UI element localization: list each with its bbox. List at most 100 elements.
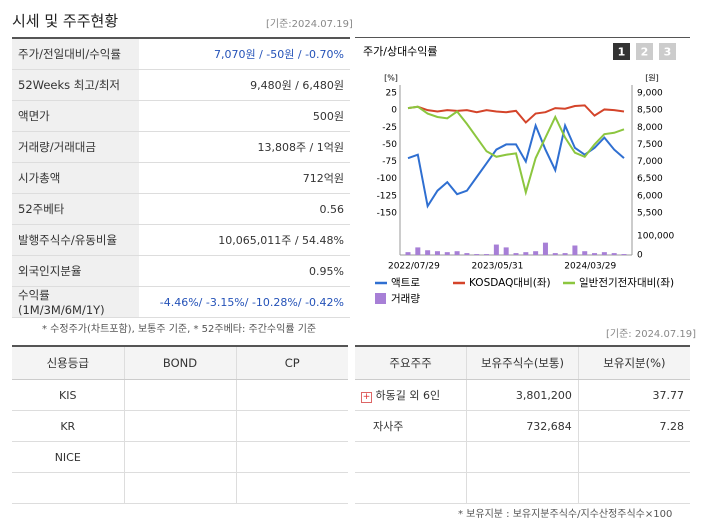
row-label: 시가총액	[12, 162, 139, 194]
date: [기준:2024.07.19]	[266, 19, 353, 30]
tab[interactable]	[613, 43, 630, 60]
line-series	[407, 105, 625, 197]
y2-tick-label: 6,000	[637, 191, 663, 201]
x-tick-label: 2022/07/29	[388, 262, 440, 272]
volume-bar	[542, 242, 548, 255]
tab-label: 2	[641, 46, 649, 59]
volume-bar	[464, 253, 470, 255]
y-tick-label: 0	[391, 106, 397, 116]
y-tick-label: -50	[382, 140, 397, 150]
legend-label: 액트로	[391, 277, 420, 289]
y2-tick-label: 5,500	[637, 209, 663, 219]
chart-title: 주가/상대수익률	[363, 45, 438, 58]
line-series	[407, 104, 625, 124]
legend-label: 일반전기전자대비(좌)	[579, 276, 674, 289]
volume-bar	[592, 253, 598, 255]
holders-table: 주요주주 보유주식수(보통) 보유지분(%) + 하동길 외 6인 3,801,200…	[355, 345, 690, 504]
row-value: 0.56	[139, 193, 350, 225]
basis-date: [기준: 2024.07.19]	[606, 329, 697, 340]
y2-tick-label: 7,500	[637, 140, 663, 150]
row-label: 액면가	[12, 100, 139, 132]
volume-bar	[474, 254, 480, 255]
header: 보유주식수(보통)	[466, 346, 579, 380]
row-value: 0.95%	[139, 255, 350, 287]
holders-note: * 보유지분 : 보유지분주식수/지수산정주식수×100	[458, 509, 673, 520]
y2-tick-label: 6,500	[637, 174, 663, 184]
y-tick-label: -150	[377, 209, 398, 219]
row-label: 외국인지분율	[12, 255, 139, 287]
header: 주요주주	[355, 346, 467, 380]
shares: 732,684	[466, 410, 579, 442]
row-label: 52주베타	[12, 193, 139, 225]
volume-bar	[415, 247, 421, 255]
row-value: -4.46%/ -3.15%/ -10.28%/ -0.42%	[139, 286, 350, 318]
volume-bar	[493, 244, 499, 255]
header: 신용등급	[12, 346, 124, 380]
volume-bar	[444, 252, 450, 255]
y-unit: [%]	[384, 74, 398, 83]
volume-bar	[513, 253, 519, 255]
tab[interactable]	[659, 43, 676, 60]
header: 보유지분(%)	[577, 346, 690, 380]
row-value: 13,808주 / 1억원	[139, 131, 350, 163]
shares: 3,801,200	[466, 379, 579, 411]
line-series	[407, 122, 625, 209]
y2-tick-label: 8,500	[637, 106, 663, 116]
page-title: 시세 및 주주현황	[12, 12, 119, 30]
tab-label: 1	[618, 46, 626, 59]
x-tick-label: 2024/03/29	[564, 262, 616, 272]
header: BOND	[123, 346, 236, 380]
row-value: 500원	[139, 100, 350, 132]
price-note: * 수정주가(차트포함), 보통주 기준, * 52주베타: 주간수익률 기준	[42, 324, 317, 335]
y-tick-label: -25	[382, 123, 397, 133]
legend-label: 거래량	[391, 293, 420, 305]
volume-bar	[454, 251, 460, 255]
y-tick-label: 25	[386, 89, 397, 99]
holder: 자사주	[355, 410, 467, 442]
row-value: 10,065,011주 / 54.48%	[139, 224, 350, 256]
volume-bar	[425, 250, 431, 255]
tab[interactable]	[636, 43, 653, 60]
row-label: 수익률 (1M/3M/6M/1Y)	[12, 286, 139, 318]
volume-bar	[601, 252, 607, 255]
volume-bar	[562, 253, 568, 255]
agency: KR	[12, 410, 124, 442]
tab-label: 3	[664, 46, 672, 59]
volume-bar	[621, 254, 627, 255]
volume-bar	[405, 252, 411, 255]
y-tick-label: -125	[377, 191, 397, 201]
volume-bar	[552, 253, 558, 255]
volume-tick-label: 0	[637, 251, 643, 261]
header: CP	[235, 346, 348, 380]
row-value: 9,480원 / 6,480원	[139, 69, 350, 101]
agency: KIS	[12, 379, 124, 411]
y2-tick-label: 7,000	[637, 157, 663, 167]
volume-bar	[484, 254, 490, 255]
row-value: 7,070원 / -50원 / -0.70%	[139, 38, 350, 70]
volume-bar	[572, 245, 578, 255]
row-label: 발행주식수/유동비율	[12, 224, 139, 256]
holder: 하동길 외 6인	[375, 389, 441, 402]
agency: NICE	[12, 441, 124, 473]
row-label: 주가/전일대비/수익률	[12, 38, 139, 70]
expand-icon[interactable]: +	[361, 392, 372, 403]
volume-bar	[582, 251, 588, 255]
legend-label: KOSDAQ대비(좌)	[469, 277, 551, 289]
legend-swatch	[375, 293, 386, 304]
y2-tick-label: 9,000	[637, 89, 663, 99]
row-label: 거래량/거래대금	[12, 131, 139, 163]
volume-bar	[533, 251, 539, 255]
chart: 주가/상대수익률 1 2 3 [%] [원] 25 0 -25 -50 -75 -100 -125 -15…	[355, 37, 690, 305]
volume-bar	[503, 247, 509, 255]
credit-table: 신용등급 BOND CP KIS KR NICE	[12, 345, 348, 504]
price-table: 주가/전일대비/수익률 7,070원 / -50원 / -0.70% 52Weeks…	[12, 37, 350, 318]
volume-bar	[523, 252, 529, 255]
x-tick-label: 2023/05/31	[472, 262, 524, 272]
stake: 7.28	[577, 410, 690, 442]
volume-bar	[434, 251, 440, 255]
volume-tick-label: 100,000	[637, 232, 674, 242]
y2-unit: [원]	[645, 74, 659, 83]
row-value: 712억원	[139, 162, 350, 194]
volume-bar	[611, 253, 617, 255]
